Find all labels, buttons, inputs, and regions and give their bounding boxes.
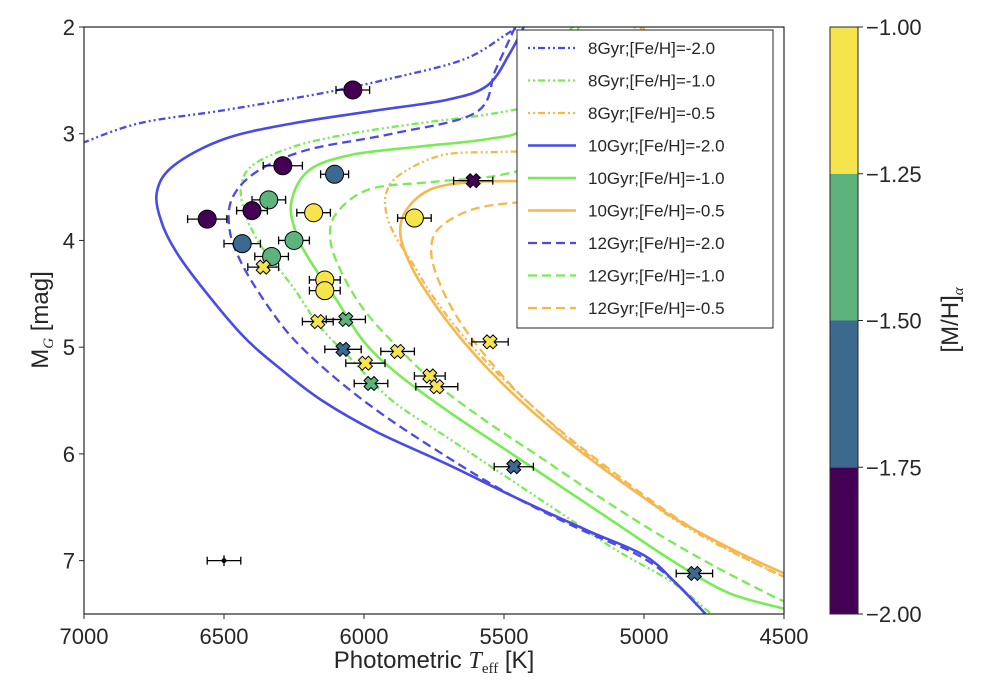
star-cross-marker-6 <box>335 341 351 358</box>
colorbar-bin-4 <box>830 27 858 174</box>
star-circle-marker-9 <box>284 230 304 250</box>
colorbar-label-subscript: α <box>951 286 967 295</box>
legend-label-8: 12Gyr;[Fe/H]=-1.0 <box>588 267 725 286</box>
colorbar-bin-2 <box>830 320 858 468</box>
isochrone-line-7 <box>227 27 707 614</box>
x-tick-label: 5500 <box>480 624 529 649</box>
legend-label-4: 10Gyr;[Fe/H]=-2.0 <box>588 137 725 156</box>
x-axis-label-subscript: eff <box>482 661 498 677</box>
y-tick-label: 6 <box>63 442 75 467</box>
star-circle-marker-6 <box>197 209 217 229</box>
x-axis-label: Photometric Teff [K] <box>334 647 534 677</box>
legend-label-5: 10Gyr;[Fe/H]=-1.0 <box>588 169 725 188</box>
star-circle-marker-8 <box>404 208 424 228</box>
isochrone-line-4 <box>155 27 707 614</box>
star-cross-marker-4 <box>338 311 354 328</box>
isochrone-line-2 <box>239 27 712 614</box>
legend-label-2: 8Gyr;[Fe/H]=-1.0 <box>588 72 715 91</box>
colorbar-bin-1 <box>830 467 858 614</box>
y-tick-label: 4 <box>63 228 75 253</box>
isochrone-line-5 <box>289 27 784 610</box>
legend-label-3: 8Gyr;[Fe/H]=-0.5 <box>588 104 715 123</box>
y-tick-label: 3 <box>63 122 75 147</box>
star-cross-marker-5 <box>482 334 498 350</box>
star-circle-marker-10 <box>232 234 252 254</box>
reference-error-point <box>221 558 227 564</box>
star-cross-marker-8 <box>357 355 374 371</box>
colorbar-label-main: [M/H] <box>937 295 964 352</box>
x-axis-label-prefix: Photometric <box>334 647 469 674</box>
colorbar-tick-label: −1.00 <box>866 15 922 40</box>
star-cross-marker-12 <box>506 459 522 475</box>
legend-items: 8Gyr;[Fe/H]=-2.0 8Gyr;[Fe/H]=-1.0 8Gyr;[Fe… <box>528 39 725 318</box>
colorbar: −2.00 −1.75 −1.50 −1.25 −1.00 [M/H]α <box>829 15 967 627</box>
y-tick-label: 5 <box>63 335 75 360</box>
reference-error-bar <box>206 555 242 566</box>
colorbar-tick-label: −1.50 <box>866 309 922 334</box>
x-tick-label: 6500 <box>200 624 249 649</box>
x-axis-label-symbol: T <box>468 648 483 674</box>
colorbar-tick-labels: −2.00 −1.75 −1.50 −1.25 −1.00 <box>858 15 922 627</box>
star-markers <box>186 80 714 582</box>
y-tick-labels: 2 3 4 5 6 7 <box>63 15 84 574</box>
star-circle-marker-4 <box>259 190 279 210</box>
colorbar-tick-label: −1.25 <box>866 162 922 187</box>
colorbar-tick-label: −2.00 <box>866 602 922 627</box>
y-tick-label: 2 <box>63 15 75 40</box>
x-tick-label: 7000 <box>60 624 109 649</box>
legend-label-1: 8Gyr;[Fe/H]=-2.0 <box>588 39 715 58</box>
star-cross-marker-7 <box>389 343 406 360</box>
colorbar-bin-3 <box>830 173 858 321</box>
colorbar-bins <box>830 27 858 614</box>
y-axis-label-subscript: G <box>41 338 57 349</box>
plot-frame <box>83 26 785 615</box>
x-axis-label-suffix: [K] <box>498 647 534 674</box>
x-tick-label: 5000 <box>620 624 669 649</box>
star-cross-marker-10 <box>363 375 379 392</box>
colorbar-tick-label: −1.75 <box>866 455 922 480</box>
legend-label-9: 12Gyr;[Fe/H]=-0.5 <box>588 299 725 318</box>
star-circle-marker-2 <box>273 156 293 176</box>
legend-label-6: 10Gyr;[Fe/H]=-0.5 <box>588 202 725 221</box>
star-circle-marker-13 <box>315 281 335 301</box>
y-axis-label-suffix: [mag] <box>27 271 54 338</box>
x-tick-label: 4500 <box>760 624 809 649</box>
legend-label-7: 12Gyr;[Fe/H]=-2.0 <box>588 234 725 253</box>
x-tick-label: 6000 <box>340 624 389 649</box>
legend: 8Gyr;[Fe/H]=-2.0 8Gyr;[Fe/H]=-1.0 8Gyr;[Fe… <box>516 29 774 329</box>
star-circle-marker-1 <box>343 80 363 100</box>
y-axis-label: MG [mag] <box>27 271 57 369</box>
star-cross-marker-2 <box>255 259 271 275</box>
star-circle-marker-3 <box>325 164 345 184</box>
star-cross-marker-1 <box>465 172 481 189</box>
isochrone-line-1 <box>84 27 522 144</box>
star-cross-marker-3 <box>310 313 326 330</box>
star-circle-marker-7 <box>304 203 324 223</box>
colorbar-label: [M/H]α <box>937 286 967 352</box>
star-cross-marker-13 <box>686 565 703 582</box>
star-circle-marker-5 <box>242 201 262 221</box>
y-axis-label-main: M <box>27 349 54 369</box>
star-cross-marker-11 <box>429 378 445 395</box>
y-tick-label: 7 <box>63 549 75 574</box>
x-tick-labels: 7000 6500 6000 5500 5000 4500 <box>60 614 809 649</box>
